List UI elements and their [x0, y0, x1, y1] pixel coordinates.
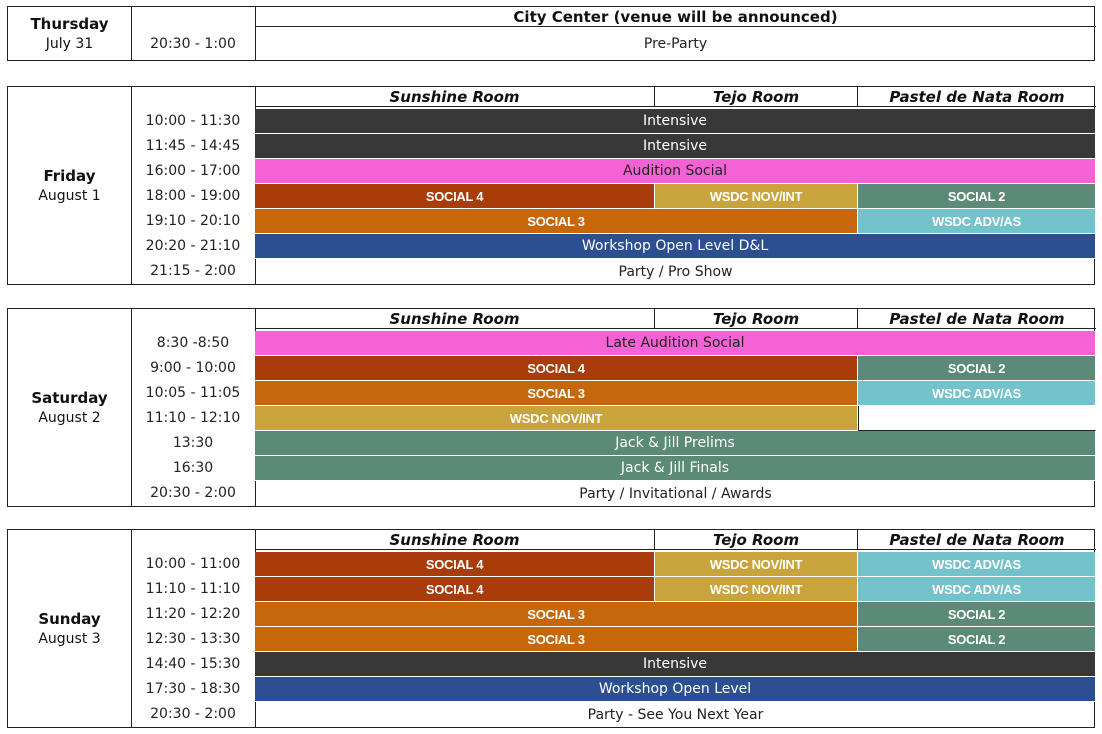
- social-3-cell: SOCIAL 3: [255, 381, 858, 406]
- wsdc-nov-int-cell: WSDC NOV/INT: [655, 552, 858, 577]
- sunday-block: Sunday August 3 10:00 - 11:00 11:10 - 11…: [7, 529, 1096, 728]
- wsdc-adv-as-cell: WSDC ADV/AS: [858, 381, 1096, 406]
- thursday-day-cell: Thursday July 31: [8, 7, 132, 60]
- intensive-cell: Intensive: [255, 134, 1096, 159]
- time-slot: 12:30 - 13:30: [145, 631, 241, 647]
- intensive-cell: Intensive: [255, 652, 1096, 677]
- saturday-time-column: 8:30 -8:50 9:00 - 10:00 10:05 - 11:05 11…: [131, 309, 256, 506]
- social-4-cell: SOCIAL 4: [255, 184, 655, 209]
- room-header-pastel: Pastel de Nata Room: [858, 87, 1096, 107]
- time-slot: 17:30 - 18:30: [145, 681, 241, 697]
- time-slot: 9:00 - 10:00: [150, 360, 236, 376]
- friday-block: Friday August 1 10:00 - 11:30 11:45 - 14…: [7, 86, 1096, 285]
- venue-header: City Center (venue will be announced): [255, 7, 1096, 27]
- wsdc-nov-int-cell: WSDC NOV/INT: [255, 406, 858, 431]
- time-slot: 10:05 - 11:05: [145, 385, 241, 401]
- day-name: Sunday: [38, 609, 101, 628]
- room-header-sunshine: Sunshine Room: [255, 309, 655, 329]
- time-slot: 11:10 - 12:10: [145, 410, 241, 426]
- time-slot: 20:30 - 1:00: [150, 36, 236, 52]
- sunday-grid: Sunshine Room Tejo Room Pastel de Nata R…: [255, 530, 1096, 727]
- time-slot: 10:00 - 11:30: [145, 113, 241, 129]
- time-slot: 18:00 - 19:00: [145, 188, 241, 204]
- room-header-pastel: Pastel de Nata Room: [858, 309, 1096, 329]
- social-2-cell: SOCIAL 2: [858, 627, 1096, 652]
- thursday-block: Thursday July 31 20:30 - 1:00 City Cente…: [7, 6, 1096, 61]
- time-slot: 21:15 - 2:00: [150, 263, 236, 279]
- day-name: Friday: [43, 166, 96, 185]
- day-date: August 2: [38, 409, 101, 426]
- social-2-cell: SOCIAL 2: [858, 356, 1096, 381]
- event-cell: Pre-Party: [643, 36, 708, 52]
- social-4-cell: SOCIAL 4: [255, 577, 655, 602]
- intensive-cell: Intensive: [255, 109, 1096, 134]
- social-2-cell: SOCIAL 2: [858, 184, 1096, 209]
- late-audition-social-cell: Late Audition Social: [255, 331, 1096, 356]
- thursday-time-column: 20:30 - 1:00: [131, 7, 256, 60]
- party-cell: Party - See You Next Year: [587, 706, 764, 723]
- social-4-cell: SOCIAL 4: [255, 356, 858, 381]
- day-date: August 3: [38, 630, 101, 647]
- saturday-block: Saturday August 2 8:30 -8:50 9:00 - 10:0…: [7, 308, 1096, 507]
- wsdc-adv-as-cell: WSDC ADV/AS: [858, 552, 1096, 577]
- time-slot: 11:10 - 11:10: [145, 581, 241, 597]
- sunday-time-column: 10:00 - 11:00 11:10 - 11:10 11:20 - 12:2…: [131, 530, 256, 727]
- empty-cell: [858, 406, 1096, 431]
- room-header-pastel: Pastel de Nata Room: [858, 530, 1096, 550]
- social-3-cell: SOCIAL 3: [255, 627, 858, 652]
- jack-jill-finals-cell: Jack & Jill Finals: [255, 456, 1096, 481]
- saturday-grid: Sunshine Room Tejo Room Pastel de Nata R…: [255, 309, 1096, 506]
- social-4-cell: SOCIAL 4: [255, 552, 655, 577]
- saturday-day-cell: Saturday August 2: [8, 309, 132, 506]
- room-header-tejo: Tejo Room: [655, 87, 858, 107]
- social-3-cell: SOCIAL 3: [255, 602, 858, 627]
- time-slot: 16:00 - 17:00: [145, 163, 241, 179]
- friday-time-column: 10:00 - 11:30 11:45 - 14:45 16:00 - 17:0…: [131, 87, 256, 284]
- friday-day-cell: Friday August 1: [8, 87, 132, 284]
- time-slot: 11:45 - 14:45: [145, 138, 241, 154]
- time-slot: 8:30 -8:50: [156, 335, 230, 351]
- room-header-tejo: Tejo Room: [655, 309, 858, 329]
- time-slot: 20:20 - 21:10: [145, 238, 241, 254]
- wsdc-nov-int-cell: WSDC NOV/INT: [655, 184, 858, 209]
- party-cell: Party / Invitational / Awards: [579, 485, 772, 502]
- wsdc-adv-as-cell: WSDC ADV/AS: [858, 209, 1096, 234]
- social-2-cell: SOCIAL 2: [858, 602, 1096, 627]
- workshop-cell: Workshop Open Level: [255, 677, 1096, 702]
- room-header-tejo: Tejo Room: [655, 530, 858, 550]
- thursday-grid: City Center (venue will be announced) Pr…: [255, 7, 1096, 60]
- time-slot: 16:30: [172, 460, 214, 476]
- time-slot: 19:10 - 20:10: [145, 213, 241, 229]
- friday-grid: Sunshine Room Tejo Room Pastel de Nata R…: [255, 87, 1096, 284]
- time-slot: 13:30: [172, 435, 214, 451]
- day-date: July 31: [45, 35, 94, 52]
- workshop-cell: Workshop Open Level D&L: [255, 234, 1096, 259]
- jack-jill-prelims-cell: Jack & Jill Prelims: [255, 431, 1096, 456]
- time-slot: 14:40 - 15:30: [145, 656, 241, 672]
- time-slot: 20:30 - 2:00: [150, 706, 236, 722]
- sunday-day-cell: Sunday August 3: [8, 530, 132, 727]
- day-date: August 1: [38, 187, 101, 204]
- time-slot: 10:00 - 11:00: [145, 556, 241, 572]
- audition-social-cell: Audition Social: [255, 159, 1096, 184]
- time-slot: 11:20 - 12:20: [145, 606, 241, 622]
- wsdc-nov-int-cell: WSDC NOV/INT: [655, 577, 858, 602]
- social-3-cell: SOCIAL 3: [255, 209, 858, 234]
- party-cell: Party / Pro Show: [618, 263, 733, 280]
- time-slot: 20:30 - 2:00: [150, 485, 236, 501]
- day-name: Thursday: [30, 14, 109, 33]
- room-header-sunshine: Sunshine Room: [255, 530, 655, 550]
- day-name: Saturday: [31, 388, 108, 407]
- wsdc-adv-as-cell: WSDC ADV/AS: [858, 577, 1096, 602]
- room-header-sunshine: Sunshine Room: [255, 87, 655, 107]
